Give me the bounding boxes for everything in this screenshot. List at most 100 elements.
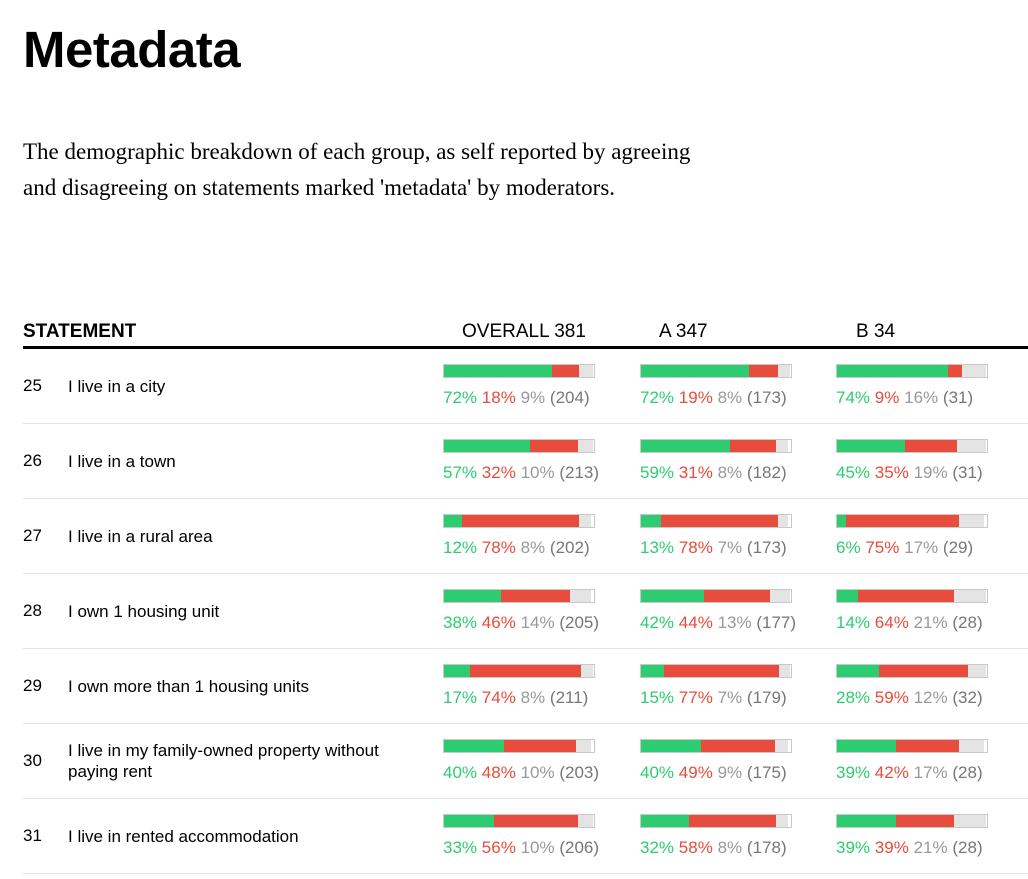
header-group-b: B 34	[856, 321, 896, 342]
disagree-percent: 19%	[678, 388, 713, 407]
pass-percent: 8%	[717, 388, 743, 407]
pass-segment	[958, 515, 984, 527]
disagree-segment	[749, 365, 778, 377]
disagree-segment	[504, 740, 576, 752]
agree-percent: 13%	[640, 538, 675, 557]
statement-number: 30	[23, 751, 42, 770]
vote-bar	[836, 364, 988, 378]
vote-count: (177)	[756, 613, 797, 632]
agree-segment	[837, 365, 948, 377]
disagree-percent: 78%	[678, 538, 713, 557]
vote-count: (203)	[559, 763, 600, 782]
pass-segment	[570, 590, 591, 602]
disagree-percent: 46%	[481, 613, 516, 632]
vote-count: (182)	[746, 463, 787, 482]
disagree-segment	[689, 815, 776, 827]
agree-percent: 6%	[836, 538, 861, 557]
pass-percent: 9%	[520, 388, 546, 407]
vote-bar	[640, 664, 792, 678]
pass-segment	[579, 515, 591, 527]
vote-count: (204)	[549, 388, 590, 407]
vote-percentages: 42% 44% 13% (177)	[640, 613, 796, 633]
vote-count: (205)	[559, 613, 600, 632]
disagree-segment	[895, 740, 959, 752]
agree-segment	[837, 740, 896, 752]
disagree-segment	[895, 815, 954, 827]
vote-bar	[443, 739, 595, 753]
agree-percent: 72%	[443, 388, 478, 407]
table-body: 25 I live in a city 72% 18% 9% (204) 72% 19…	[23, 349, 1028, 874]
vote-cell-group-a: 72% 19% 8% (173)	[640, 364, 792, 408]
disagree-percent: 64%	[874, 613, 909, 632]
vote-count: (28)	[952, 838, 983, 857]
vote-bar	[443, 814, 595, 828]
pass-percent: 9%	[717, 763, 743, 782]
intro-paragraph: The demographic breakdown of each group,…	[23, 139, 691, 200]
pass-percent: 21%	[913, 838, 948, 857]
vote-count: (28)	[952, 763, 983, 782]
metadata-table: STATEMENT OVERALL 381 A 347 B 34 25 I liv…	[23, 318, 1028, 874]
vote-bar	[836, 514, 988, 528]
agree-segment	[444, 740, 504, 752]
disagree-percent: 58%	[678, 838, 713, 857]
agree-segment	[641, 365, 749, 377]
agree-percent: 40%	[640, 763, 675, 782]
pass-segment	[576, 740, 591, 752]
agree-percent: 72%	[640, 388, 675, 407]
disagree-percent: 74%	[481, 688, 516, 707]
agree-percent: 14%	[836, 613, 871, 632]
vote-percentages: 38% 46% 14% (205)	[443, 613, 599, 633]
disagree-percent: 9%	[874, 388, 900, 407]
agree-segment	[837, 515, 846, 527]
disagree-segment	[663, 665, 779, 677]
agree-segment	[837, 665, 879, 677]
agree-percent: 42%	[640, 613, 675, 632]
vote-count: (206)	[559, 838, 600, 857]
vote-percentages: 59% 31% 8% (182)	[640, 463, 792, 483]
agree-percent: 15%	[640, 688, 675, 707]
statement-number: 28	[23, 601, 42, 620]
disagree-segment	[660, 515, 778, 527]
agree-percent: 39%	[836, 763, 871, 782]
pass-percent: 12%	[913, 688, 948, 707]
pass-segment	[774, 740, 788, 752]
vote-cell-group-a: 40% 49% 9% (175)	[640, 739, 792, 783]
vote-count: (175)	[746, 763, 787, 782]
table-header: STATEMENT OVERALL 381 A 347 B 34	[23, 318, 1028, 349]
pass-segment	[777, 365, 790, 377]
disagree-segment	[469, 665, 581, 677]
vote-bar	[836, 664, 988, 678]
pass-segment	[580, 665, 593, 677]
agree-segment	[641, 815, 689, 827]
disagree-percent: 44%	[678, 613, 713, 632]
vote-percentages: 39% 42% 17% (28)	[836, 763, 988, 783]
vote-count: (211)	[549, 688, 589, 707]
table-row: 29 I own more than 1 housing units 17% 74%…	[23, 649, 1028, 724]
disagree-segment	[729, 440, 776, 452]
pass-segment	[770, 590, 790, 602]
pass-percent: 8%	[520, 538, 546, 557]
agree-segment	[444, 815, 494, 827]
vote-bar	[640, 589, 792, 603]
vote-percentages: 12% 78% 8% (202)	[443, 538, 595, 558]
pass-percent: 10%	[520, 838, 555, 857]
vote-bar	[836, 814, 988, 828]
vote-cell-overall: 72% 18% 9% (204)	[443, 364, 595, 408]
vote-cell-group-b: 14% 64% 21% (28)	[836, 589, 988, 633]
agree-percent: 28%	[836, 688, 871, 707]
pass-percent: 14%	[520, 613, 555, 632]
vote-percentages: 57% 32% 10% (213)	[443, 463, 599, 483]
vote-percentages: 15% 77% 7% (179)	[640, 688, 792, 708]
statement-text: I live in rented accommodation	[68, 826, 299, 846]
vote-count: (31)	[952, 463, 983, 482]
vote-percentages: 17% 74% 8% (211)	[443, 688, 595, 708]
vote-percentages: 14% 64% 21% (28)	[836, 613, 988, 633]
pass-percent: 7%	[717, 688, 743, 707]
vote-percentages: 33% 56% 10% (206)	[443, 838, 599, 858]
table-row: 26 I live in a town 57% 32% 10% (213) 59% 3…	[23, 424, 1028, 499]
agree-segment	[641, 440, 730, 452]
vote-percentages: 72% 18% 9% (204)	[443, 388, 595, 408]
agree-segment	[837, 590, 858, 602]
pass-percent: 17%	[904, 538, 939, 557]
pass-percent: 8%	[717, 463, 743, 482]
